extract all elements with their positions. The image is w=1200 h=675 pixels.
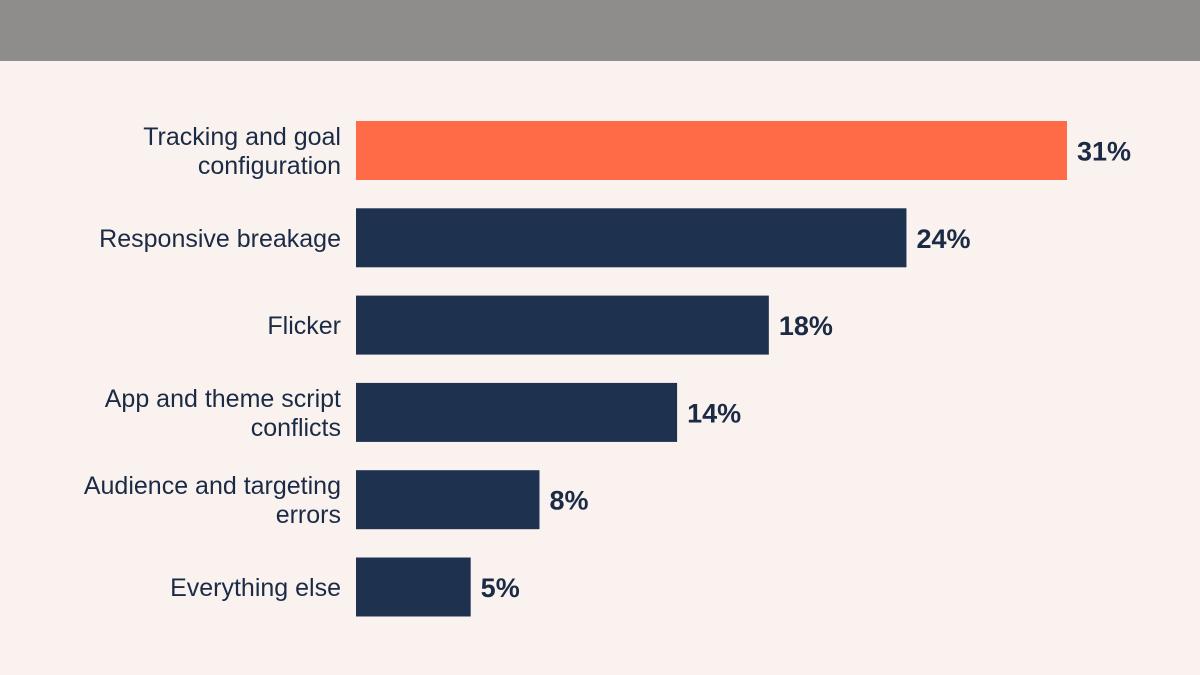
bar-5 [356,470,540,530]
top-band [0,0,1200,61]
category-label-3: Flicker [267,312,341,340]
value-label-1: 31% [1077,137,1131,167]
bar-6 [356,557,471,617]
category-label-5-line-1: Audience and targeting [84,472,341,500]
category-label-4-line-2: conflicts [251,414,341,442]
value-label-6: 5% [481,573,520,603]
category-label-5-line-2: errors [276,501,341,529]
category-label-2: Responsive breakage [99,225,341,253]
category-label-4-line-1: App and theme script [105,385,341,413]
bar-4 [356,382,678,442]
bar-3 [356,295,769,355]
value-label-2: 24% [916,224,970,254]
value-label-4: 14% [687,398,741,428]
category-label-6: Everything else [170,574,341,602]
bar-1 [356,121,1067,180]
bar-2 [356,208,907,268]
value-label-3: 18% [779,311,833,341]
category-label-1-line-2: configuration [198,152,341,180]
category-label-1-line-1: Tracking and goal [143,123,341,151]
value-label-5: 8% [549,486,588,516]
